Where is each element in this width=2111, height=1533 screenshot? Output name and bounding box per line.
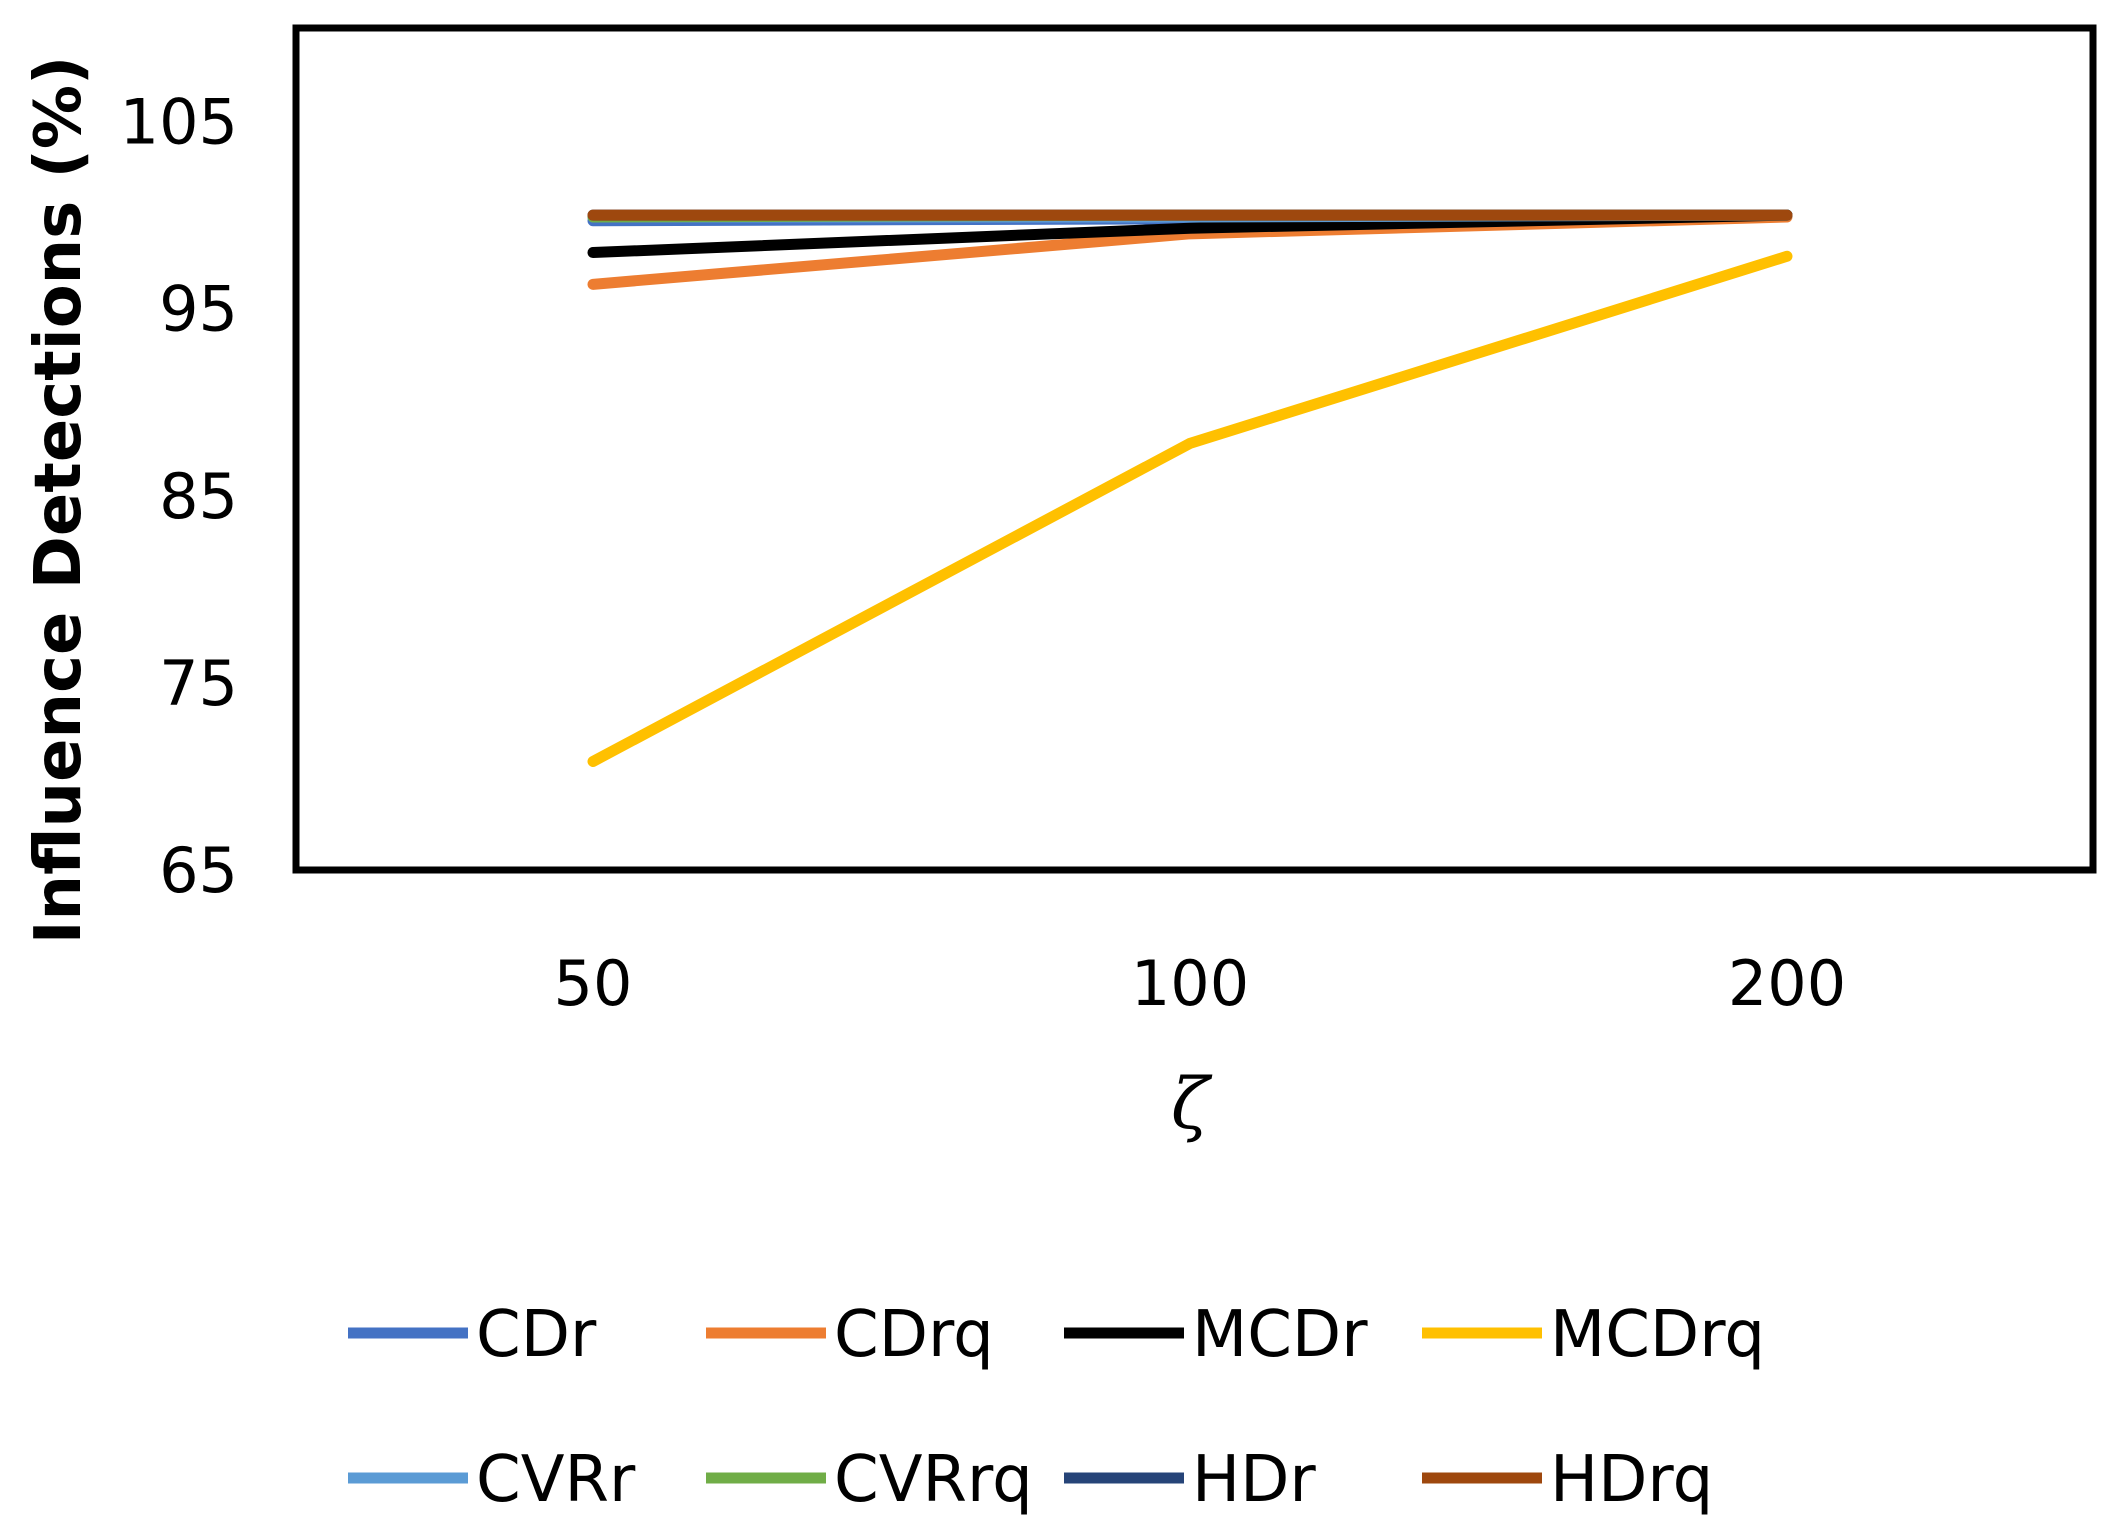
legend-label-mcdr: MCDr xyxy=(1192,1298,1368,1372)
y-tick-label: 85 xyxy=(159,460,238,533)
legend-label-hdrq: HDrq xyxy=(1550,1443,1713,1517)
y-axis-ticks: 65 75 85 95 105 xyxy=(120,86,238,907)
y-tick-label: 95 xyxy=(159,273,238,346)
x-axis-title: ζ xyxy=(1171,1063,1213,1145)
x-tick-label: 100 xyxy=(1131,947,1249,1020)
x-axis-ticks: 50 100 200 xyxy=(554,947,1847,1020)
legend-label-hdr: HDr xyxy=(1192,1443,1316,1517)
y-tick-label: 105 xyxy=(120,86,238,159)
legend: CDr CDrq MCDr MCDrq CVRr CVRrq HDr HDrq xyxy=(348,1298,1765,1517)
legend-label-cdrq: CDrq xyxy=(834,1298,994,1372)
x-tick-label: 200 xyxy=(1728,947,1846,1020)
legend-label-mcdrq: MCDrq xyxy=(1550,1298,1765,1372)
legend-label-cdr: CDr xyxy=(476,1298,597,1372)
series-line-mcdrq xyxy=(587,250,1793,767)
series-layer xyxy=(587,209,1793,767)
y-tick-label: 75 xyxy=(159,647,238,720)
legend-label-cvrr: CVRr xyxy=(476,1443,636,1517)
plot-frame xyxy=(292,24,2097,874)
y-tick-label: 65 xyxy=(159,834,238,907)
y-axis-title: Influence Detections (%) xyxy=(22,56,96,945)
legend-label-cvrrq: CVRrq xyxy=(834,1443,1033,1517)
x-tick-label: 50 xyxy=(554,947,633,1020)
